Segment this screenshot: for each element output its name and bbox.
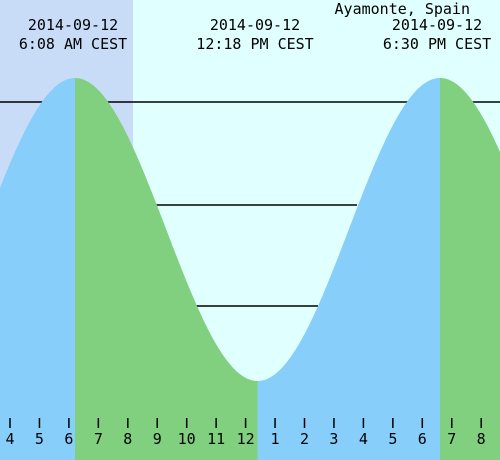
event-time: 12:18 PM CEST (196, 35, 313, 53)
falling-tide (440, 78, 500, 460)
hour-label: 9 (153, 430, 162, 448)
hour-label: 2 (300, 430, 309, 448)
hour-label: 8 (123, 430, 132, 448)
falling-tide (75, 78, 258, 460)
hour-label: 8 (477, 430, 486, 448)
hour-label: 7 (94, 430, 103, 448)
hour-label: 1 (271, 430, 280, 448)
hour-label: 6 (64, 430, 73, 448)
event-date: 2014-09-12 (28, 16, 118, 34)
hour-label: 5 (388, 430, 397, 448)
hour-label: 4 (5, 430, 14, 448)
hour-label: 6 (418, 430, 427, 448)
hour-label: 11 (207, 430, 225, 448)
rising-tide (0, 78, 75, 460)
hour-label: 3 (329, 430, 338, 448)
event-time: 6:08 AM CEST (19, 35, 127, 53)
rising-tide (257, 78, 440, 460)
event-date: 2014-09-12 (392, 16, 482, 34)
hour-label: 5 (35, 430, 44, 448)
event-time: 6:30 PM CEST (383, 35, 491, 53)
event-date: 2014-09-12 (210, 16, 300, 34)
hour-label: 7 (447, 430, 456, 448)
hour-label: 12 (237, 430, 255, 448)
hour-label: 4 (359, 430, 368, 448)
location: Ayamonte, Spain (335, 0, 470, 18)
hour-label: 10 (178, 430, 196, 448)
